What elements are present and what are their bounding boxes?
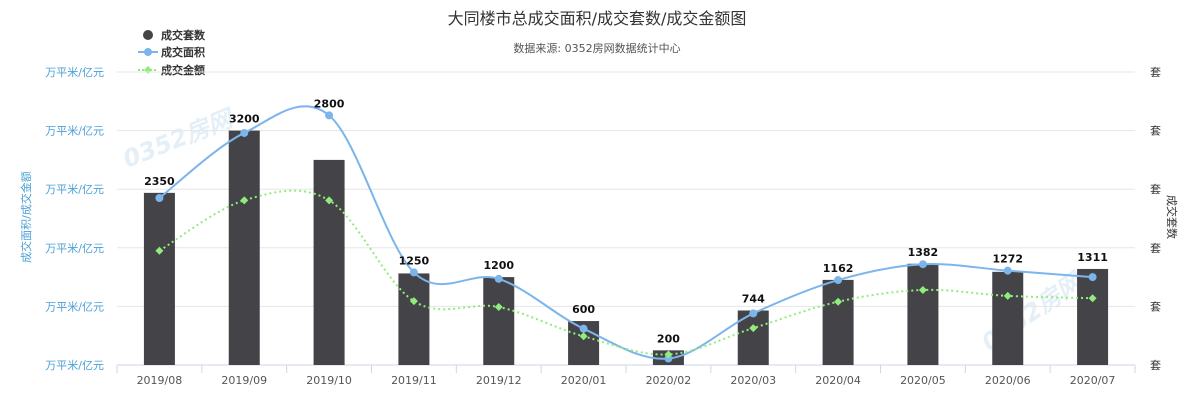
bar-data-label: 600	[572, 303, 595, 316]
area-point	[579, 324, 588, 333]
amount-point	[834, 297, 843, 306]
x-tick-label: 2019/08	[137, 374, 183, 387]
x-tick-label: 2019/09	[221, 374, 267, 387]
amount-line	[158, 189, 1093, 356]
bar	[313, 159, 345, 365]
legend[interactable]: 成交套数 成交面积 成交金额	[138, 28, 206, 77]
bar	[228, 130, 260, 365]
bar-data-label: 2800	[314, 97, 345, 110]
y-right-tick-label: 套	[1150, 183, 1161, 196]
area-point	[155, 193, 164, 202]
amount-point	[579, 332, 588, 341]
y-axis-left: 成交面积/成交金额 万平米/亿元万平米/亿元万平米/亿元万平米/亿元万平米/亿元…	[19, 66, 104, 372]
amount-point	[409, 297, 418, 306]
bar	[992, 271, 1024, 365]
y-axis-left-title: 成交面积/成交金额	[19, 171, 33, 263]
amount-point	[240, 196, 249, 205]
amount-point	[1088, 294, 1097, 303]
y-left-tick-label: 万平米/亿元	[45, 125, 104, 138]
amount-point	[749, 324, 758, 333]
y-right-tick-label: 套	[1150, 125, 1161, 138]
legend-label-amount: 成交金额	[161, 63, 205, 77]
y-right-tick-label: 套	[1150, 66, 1161, 79]
area-point	[494, 274, 503, 283]
bar-data-label: 1200	[483, 259, 514, 272]
grid	[117, 71, 1135, 366]
amount-point	[918, 285, 927, 294]
x-tick-label: 2020/04	[815, 374, 861, 387]
amount-point	[1003, 291, 1012, 300]
amount-point	[155, 246, 164, 255]
y-left-tick-label: 万平米/亿元	[45, 359, 104, 372]
watermark-logo: 0352房网	[119, 103, 240, 173]
area-point	[918, 260, 927, 269]
y-right-tick-label: 套	[1150, 300, 1161, 313]
bar-data-label: 1311	[1077, 251, 1108, 264]
legend-item-area[interactable]: 成交面积	[138, 45, 205, 59]
x-tick-label: 2020/02	[646, 374, 692, 387]
area-point	[834, 276, 843, 285]
watermark-text: 0352房网	[119, 103, 240, 173]
bar-data-label: 3200	[229, 113, 260, 126]
bar	[907, 263, 939, 365]
bar	[822, 279, 854, 365]
y-left-tick-label: 万平米/亿元	[45, 242, 104, 255]
bar-data-label: 1162	[823, 262, 854, 275]
legend-marker-area	[144, 48, 152, 56]
x-tick-label: 2020/05	[900, 374, 946, 387]
chart-subtitle: 数据来源: 0352房网数据统计中心	[513, 41, 680, 55]
y-left-tick-label: 万平米/亿元	[45, 300, 104, 313]
area-point	[749, 309, 758, 318]
x-tick-label: 2019/12	[476, 374, 522, 387]
legend-label-area: 成交面积	[161, 45, 205, 59]
area-point	[664, 354, 673, 363]
bar	[398, 273, 430, 365]
chart-title: 大同楼市总成交面积/成交套数/成交金额图	[448, 9, 747, 28]
y-axis-right-title: 成交套数	[1165, 195, 1179, 239]
y-right-tick-label: 套	[1150, 359, 1161, 372]
amount-point	[325, 196, 334, 205]
x-tick-label: 2020/07	[1070, 374, 1116, 387]
bar-data-label: 744	[742, 293, 765, 306]
legend-item-amount[interactable]: 成交金额	[138, 63, 205, 77]
bar	[143, 192, 175, 365]
y-right-tick-label: 套	[1150, 242, 1161, 255]
line-series-area	[155, 105, 1097, 363]
x-tick-label: 2020/06	[985, 374, 1031, 387]
bar-data-label: 1250	[399, 254, 430, 267]
bar	[483, 277, 515, 365]
area-point	[325, 111, 334, 120]
area-point	[1088, 273, 1097, 282]
data-labels: 2350 3200 2800 1250 1200 600 200 744 1162 1382 127…	[144, 97, 1108, 345]
x-tick-label: 2019/11	[391, 374, 437, 387]
bar	[1077, 268, 1109, 365]
y-left-tick-label: 万平米/亿元	[45, 183, 104, 196]
line-series-amount	[155, 189, 1097, 359]
bar-data-label: 2350	[144, 175, 175, 188]
area-line	[158, 105, 1093, 360]
bar-series-units	[143, 130, 1109, 365]
bar-data-label: 1272	[992, 253, 1023, 266]
area-point	[240, 128, 249, 137]
y-left-tick-label: 万平米/亿元	[45, 66, 104, 79]
x-tick-label: 2020/01	[561, 374, 607, 387]
amount-point	[664, 350, 673, 359]
legend-label-units: 成交套数	[161, 28, 206, 42]
legend-marker-units	[143, 30, 153, 40]
bar-data-label: 200	[657, 332, 680, 345]
amount-point	[494, 302, 503, 311]
x-tick-label: 2020/03	[730, 374, 776, 387]
area-point	[1003, 266, 1012, 275]
legend-item-units[interactable]: 成交套数	[143, 28, 206, 42]
x-tick-label: 2019/10	[306, 374, 352, 387]
legend-marker-amount	[144, 66, 152, 74]
area-point	[409, 268, 418, 277]
bar-data-label: 1382	[908, 246, 939, 259]
x-axis: 2019/08 2019/09 2019/10 2019/11 2019/12 2020/…	[116, 364, 1136, 387]
